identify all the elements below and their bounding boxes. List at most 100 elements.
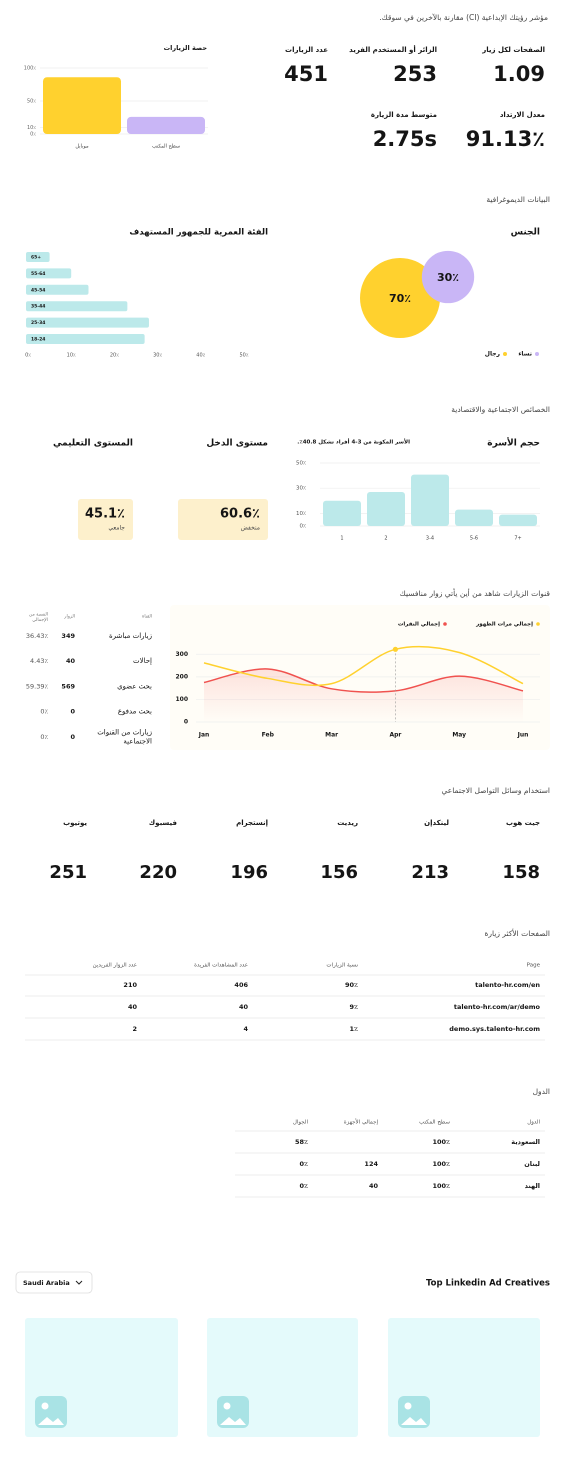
y-tick-label: 100 (175, 696, 188, 703)
table-cell: 1٪ (350, 1025, 359, 1033)
image-placeholder-sun (41, 1402, 49, 1410)
table-cell: talento-hr.com/en (475, 981, 540, 989)
x-tick-label: 10٪ (67, 353, 76, 359)
stat-card (78, 499, 133, 540)
y-tick-label: 0٪ (30, 132, 36, 138)
line (203, 645, 524, 687)
table-cell: زيارات من القنوات الاجتماعية (97, 728, 152, 745)
table-cell: 124 (364, 1160, 378, 1168)
social-value: 158 (502, 862, 540, 883)
kpi-label: الصفحات لكل زيار (481, 46, 545, 54)
table-cell: إحالات (133, 657, 152, 665)
point (392, 646, 398, 652)
kpi-value: 253 (393, 62, 437, 86)
bar (26, 268, 72, 279)
chart-title: الفئة العمرية للجمهور المستهدف (129, 228, 268, 238)
text-line: النسبة من (29, 612, 48, 617)
x-tick-label: 2 (384, 536, 387, 542)
y-tick-label: 10٪ (296, 511, 306, 517)
x-tick-label: 50٪ (239, 353, 248, 359)
table-cell: 36.43٪ (26, 632, 49, 640)
social-value: 251 (49, 862, 87, 883)
y-tick-label: 10٪ (27, 125, 36, 131)
table-header: عدد الزوار الفريدين (93, 963, 137, 969)
bar (455, 509, 493, 526)
x-tick-label: 5-6 (470, 536, 478, 542)
table-cell: 58٪ (295, 1138, 308, 1146)
table-cell: 100٪ (432, 1182, 450, 1190)
x-tick-label: 0٪ (25, 353, 31, 359)
text-line: الإجمالي (32, 617, 48, 622)
stat-label: جامعي (108, 525, 125, 532)
table-cell: 2 (132, 1025, 137, 1033)
kpi-value: 91.13٪ (466, 127, 545, 151)
image-placeholder-mountain (401, 1417, 427, 1425)
y-tick-label: 35-44 (31, 304, 45, 310)
country-dropdown[interactable] (15, 1271, 93, 1294)
table-cell: 0٪ (300, 1182, 309, 1190)
table-cell: demo.sys.talento-hr.com (449, 1025, 540, 1033)
y-tick-label: 30٪ (296, 486, 306, 492)
table-cell: 210 (123, 981, 137, 989)
dropdown-label[interactable]: Saudi Arabia (23, 1279, 70, 1287)
stat-label: منخفض (241, 525, 260, 532)
bar (367, 491, 405, 526)
section-title: الدول (533, 1087, 550, 1096)
text-line: زيارات من القنوات (97, 728, 152, 736)
table-cell: 0 (70, 708, 75, 716)
table-header: عدد المشاهدات الفريدة (194, 963, 248, 969)
legend-label: إجمالي مرات الظهور (475, 622, 533, 628)
y-tick-label: 45-54 (31, 287, 45, 293)
table-cell: 90٪ (345, 981, 358, 989)
dropdown-chevron[interactable] (75, 1280, 83, 1285)
x-tick-label: موبايل (75, 144, 89, 150)
y-tick-label: 100٪ (24, 66, 37, 72)
x-tick-label: 3-4 (426, 536, 434, 542)
x-tick-label: سطح المكتب (152, 144, 180, 150)
table-cell: talento-hr.com/ar/demo (454, 1003, 541, 1011)
bar (26, 334, 145, 344)
social-value: 196 (230, 862, 268, 883)
image-placeholder-sun (223, 1402, 231, 1410)
card-title: مستوى الدخل (206, 439, 268, 449)
kpi-label: عدد الزيارات (285, 46, 328, 54)
table-cell: الهند (525, 1182, 540, 1190)
table-cell: 406 (234, 981, 248, 989)
x-tick-label: Feb (262, 732, 275, 739)
section-title: الصفحات الأكثر زيارة (484, 928, 550, 938)
kpi-label: متوسط مدة الزيارة (371, 111, 437, 119)
table-cell: 4.43٪ (30, 657, 48, 665)
table-header: إجمالي الأجهزة (344, 1118, 379, 1126)
card-title: المستوى التعليمي (53, 439, 133, 449)
dropdown-box[interactable] (15, 1271, 93, 1294)
stat-card (178, 499, 268, 540)
table-cell: 40 (239, 1003, 249, 1011)
chart-title: الجنس (511, 228, 540, 238)
x-tick-label: Jan (198, 732, 210, 739)
page-subtitle: مؤشر رؤيتك الإبداعية (CI) مقارنة بالآخري… (379, 13, 548, 22)
line-area (204, 668, 523, 722)
table-cell: زيارات مباشرة (109, 632, 152, 640)
x-tick-label: 40٪ (196, 353, 205, 359)
legend-dot (503, 352, 507, 356)
table-header: الجوال (293, 1120, 309, 1126)
table-cell: 569 (61, 682, 75, 690)
section-title: البيانات الديموغرافية (486, 195, 550, 204)
section-title: استخدام وسائل التواصل الاجتماعي (442, 786, 551, 795)
kpi-value: 451 (284, 62, 328, 86)
kpi-value: 1.09 (493, 62, 545, 86)
chart-title: حصة الزيارات (164, 44, 208, 52)
table-cell: 59.39٪ (26, 682, 49, 690)
image-placeholder-mountain (220, 1417, 246, 1425)
table-header: القناة (142, 615, 152, 620)
y-tick-label: 50٪ (296, 461, 306, 467)
y-tick-label: 300 (175, 651, 188, 658)
kpi-value: 2.75s (373, 127, 437, 151)
table-cell: 0٪ (40, 733, 48, 741)
social-label: لينكدإن (424, 819, 449, 827)
x-tick-label: Mar (325, 732, 338, 739)
stat-value: 45.1٪ (85, 507, 125, 522)
legend-dot (536, 622, 540, 626)
y-tick-label: 55-64 (31, 271, 45, 277)
x-tick-label: 7+ (514, 536, 521, 542)
